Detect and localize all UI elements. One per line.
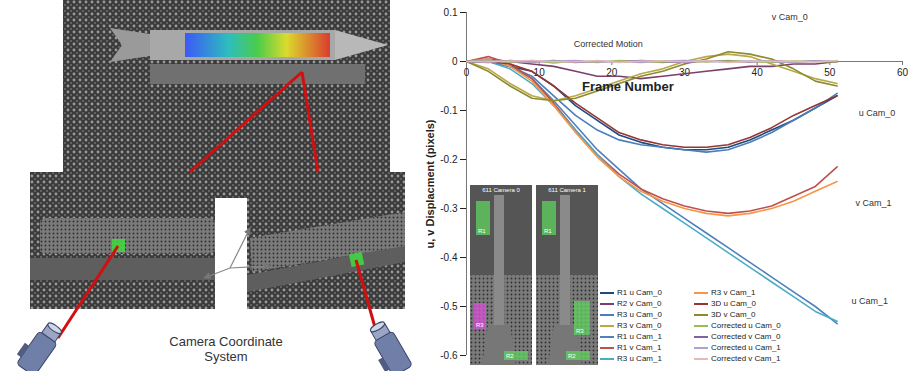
html-text:Camera Coordinate System: Camera Coordinate System xyxy=(169,334,283,364)
svg-text:50: 50 xyxy=(824,67,836,78)
svg-text:u, v Displacment (pixels): u, v Displacment (pixels) xyxy=(424,119,436,248)
html-text:R1 u Cam_0: R1 u Cam_0 xyxy=(617,288,662,297)
svg-text:611 Camera 1: 611 Camera 1 xyxy=(548,187,586,193)
html-text:R1 u Cam_1: R1 u Cam_1 xyxy=(617,332,662,341)
svg-text:-0.2: -0.2 xyxy=(440,154,458,165)
svg-text:v Cam_0: v Cam_0 xyxy=(772,12,808,22)
svg-text:u Cam_0: u Cam_0 xyxy=(859,108,896,118)
svg-text:R1: R1 xyxy=(478,228,486,234)
html-text:Corrected v Cam_0: Corrected v Cam_0 xyxy=(711,332,781,341)
svg-text:R2: R2 xyxy=(506,353,514,359)
html-text:3D u Cam_0: 3D u Cam_0 xyxy=(711,299,756,308)
svg-text:-0.5: -0.5 xyxy=(440,301,458,312)
svg-text:v Cam_1: v Cam_1 xyxy=(855,198,891,208)
svg-text:-0.1: -0.1 xyxy=(440,105,458,116)
svg-text:60: 60 xyxy=(897,67,909,78)
svg-text:-0.3: -0.3 xyxy=(440,203,458,214)
svg-text:611 Camera 0: 611 Camera 0 xyxy=(482,187,520,193)
html-text:R3 v Cam_1: R3 v Cam_1 xyxy=(711,288,756,297)
svg-text:R1: R1 xyxy=(544,228,552,234)
svg-text:0.1: 0.1 xyxy=(444,7,458,18)
svg-text:Frame Number: Frame Number xyxy=(582,79,674,94)
svg-text:R3: R3 xyxy=(576,328,584,334)
html-text:R3 v Cam_0: R3 v Cam_0 xyxy=(617,321,662,330)
html-text:R1 v Cam_1: R1 v Cam_1 xyxy=(617,343,662,352)
svg-text:30: 30 xyxy=(679,67,691,78)
svg-text:R3: R3 xyxy=(476,322,484,328)
html-text:Corrected v Cam_1: Corrected v Cam_1 xyxy=(711,354,781,363)
html-text:R3 u Cam_1: R3 u Cam_1 xyxy=(617,354,662,363)
svg-text:40: 40 xyxy=(752,67,764,78)
html-text:Corrected u Cam_1: Corrected u Cam_1 xyxy=(711,343,781,352)
html-text:Corrected u Cam_0: Corrected u Cam_0 xyxy=(711,321,781,330)
svg-text:0: 0 xyxy=(452,56,458,67)
svg-text:-0.4: -0.4 xyxy=(440,252,458,263)
svg-text:10: 10 xyxy=(533,66,545,78)
svg-text:-0.6: -0.6 xyxy=(440,350,458,361)
html-text:3D v Cam_0: 3D v Cam_0 xyxy=(711,310,756,319)
svg-text:R2: R2 xyxy=(568,353,576,359)
svg-text:u Cam_1: u Cam_1 xyxy=(852,296,889,306)
html-text:R2 v Cam_0: R2 v Cam_0 xyxy=(617,299,662,308)
html-text:R3 u Cam_0: R3 u Cam_0 xyxy=(617,310,662,319)
svg-text:Corrected Motion: Corrected Motion xyxy=(574,39,643,49)
svg-text:20: 20 xyxy=(606,66,618,78)
svg-text:0: 0 xyxy=(464,67,470,78)
